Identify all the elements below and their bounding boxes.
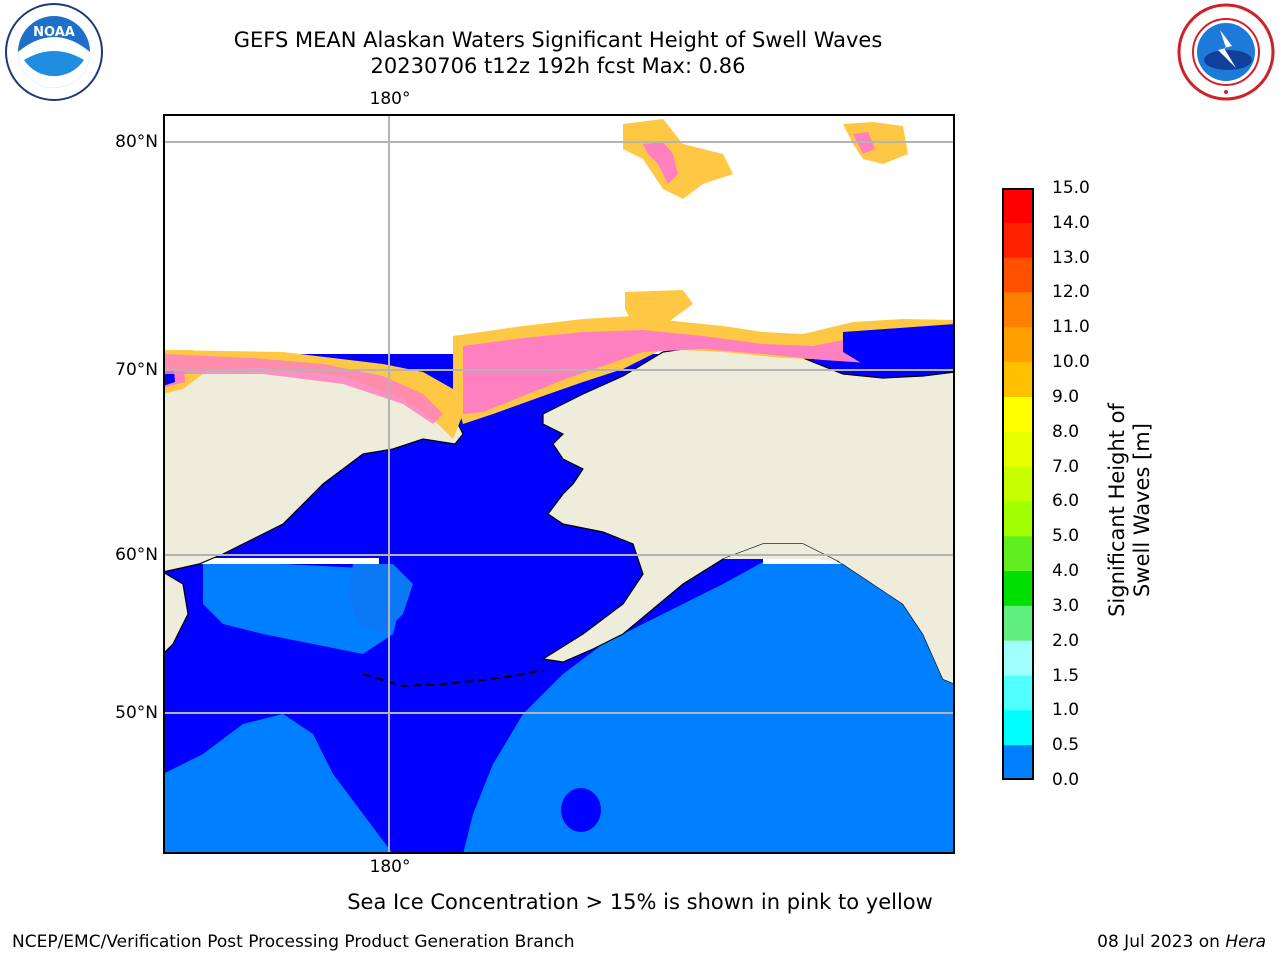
- noaa-logo-text: NOAA: [33, 25, 75, 40]
- colorbar-tick-label: 1.5: [1052, 665, 1080, 686]
- colorbar-band: [1002, 745, 1034, 780]
- footer-date: 08 Jul 2023 on Hera: [1097, 932, 1266, 952]
- colorbar-tick-label: 6.0: [1052, 491, 1080, 512]
- colorbar-band: [1002, 292, 1034, 328]
- colorbar-tick-label: 5.0: [1052, 526, 1080, 547]
- ocean-low-swell-patch: [561, 788, 601, 832]
- lon-label-top: 180°: [369, 89, 411, 109]
- colorbar-band: [1002, 188, 1034, 224]
- colorbar: [1002, 188, 1034, 780]
- aleutian-islands: [362, 669, 544, 688]
- lat-label-60n: 60°N: [115, 545, 158, 565]
- chart-title: GEFS MEAN Alaskan Waters Significant Hei…: [233, 28, 883, 52]
- colorbar-tick-label: 10.0: [1052, 352, 1090, 373]
- footer-branch: NCEP/EMC/Verification Post Processing Pr…: [12, 932, 575, 952]
- colorbar-tick-label: 14.0: [1052, 212, 1090, 233]
- colorbar-title: Significant Height of Swell Waves [m]: [1105, 403, 1154, 617]
- colorbar-band: [1002, 257, 1034, 293]
- colorbar-tick-label: 3.0: [1052, 595, 1080, 616]
- colorbar-band: [1002, 327, 1034, 363]
- colorbar-tick-label: 7.0: [1052, 456, 1080, 477]
- colorbar-tick-label: 0.5: [1052, 735, 1080, 756]
- sea-ice-region: [163, 119, 955, 439]
- colorbar-tick-label: 13.0: [1052, 247, 1090, 268]
- alaska-swell-height-map: [163, 114, 955, 854]
- graticule: [163, 114, 955, 854]
- colorbar-tick-label: 4.0: [1052, 561, 1080, 582]
- sea-ice-note: Sea Ice Concentration > 15% is shown in …: [347, 890, 933, 914]
- ocean-mid-swell-region: [463, 562, 955, 854]
- colorbar-tick-label: 0.0: [1052, 770, 1080, 790]
- colorbar-band: [1002, 571, 1034, 607]
- colorbar-band: [1002, 675, 1034, 711]
- colorbar-band: [1002, 536, 1034, 572]
- alaska-land: [541, 345, 955, 685]
- colorbar-tick-label: 12.0: [1052, 282, 1090, 303]
- noaa-logo: NOAA: [5, 3, 103, 101]
- colorbar-band: [1002, 362, 1034, 398]
- footer-host: Hera: [1225, 932, 1266, 952]
- lon-label-bottom: 180°: [369, 857, 411, 877]
- national-weather-service-logo: [1177, 3, 1275, 101]
- colorbar-band: [1002, 640, 1034, 677]
- colorbar-band: [1002, 431, 1034, 468]
- lat-label-80n: 80°N: [115, 132, 158, 152]
- colorbar-band: [1002, 466, 1034, 502]
- chart-subtitle: 20230706 t12z 192h fcst Max: 0.86: [370, 54, 746, 78]
- lat-label-50n: 50°N: [115, 703, 158, 723]
- colorbar-band: [1002, 396, 1034, 433]
- colorbar-tick-label: 9.0: [1052, 386, 1080, 407]
- lat-label-70n: 70°N: [115, 360, 158, 380]
- colorbar-tick-label: 11.0: [1052, 317, 1090, 338]
- colorbar-tick-label: 2.0: [1052, 630, 1080, 651]
- colorbar-band: [1002, 222, 1034, 259]
- colorbar-band: [1002, 710, 1034, 746]
- colorbar-band: [1002, 605, 1034, 642]
- colorbar-tick-label: 15.0: [1052, 178, 1090, 198]
- colorbar-tick-label: 1.0: [1052, 700, 1080, 721]
- colorbar-tick-label: 8.0: [1052, 421, 1080, 442]
- colorbar-band: [1002, 501, 1034, 537]
